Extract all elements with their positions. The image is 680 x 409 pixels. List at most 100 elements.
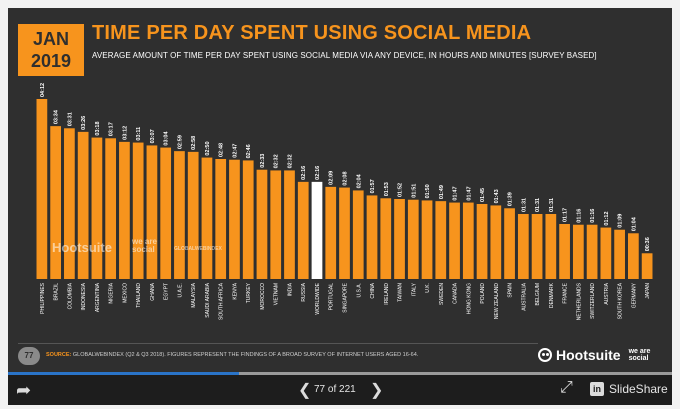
category-label: SPAIN [508, 283, 514, 298]
category-label: ITALY [411, 282, 417, 296]
value-label: 02:58 [191, 136, 197, 150]
category-label: BRAZIL [54, 283, 60, 301]
bar-indonesia [77, 131, 89, 279]
prev-icon[interactable]: ❮ [298, 382, 312, 399]
bar-south-korea [614, 229, 625, 279]
category-label: U.A.E. [177, 283, 183, 297]
bar-u-k- [421, 200, 433, 279]
value-label: 02:16 [301, 166, 307, 180]
bar-brazil [50, 126, 61, 279]
bar-u-a-e- [174, 151, 185, 279]
value-label: 01:16 [576, 209, 582, 223]
bar-colombia [64, 128, 75, 279]
category-label: TURKEY [246, 282, 252, 303]
bar-saudi-arabia [201, 157, 213, 279]
category-label: INDONESIA [81, 282, 87, 310]
value-label: 01:12 [604, 211, 610, 225]
category-label: SINGAPORE [343, 282, 349, 312]
value-label: 02:32 [274, 154, 280, 168]
category-label: SWEDEN [439, 283, 445, 305]
slide-subtitle: AVERAGE AMOUNT OF TIME PER DAY SPENT USI… [92, 51, 597, 60]
value-label: 01:50 [425, 184, 431, 198]
category-label: CANADA [453, 282, 459, 304]
bar-china [366, 195, 378, 279]
category-label: U.K. [425, 283, 431, 293]
category-label: GHANA [150, 282, 156, 300]
category-label: POLAND [480, 283, 486, 304]
category-label: ARGENTINA [95, 282, 101, 312]
category-label: AUSTRIA [604, 282, 610, 304]
category-label: BELGIUM [535, 283, 541, 306]
brand-logos: Hootsuite we are social [538, 342, 659, 368]
category-label: SOUTH AFRICA [219, 282, 225, 320]
linkedin-icon: in [590, 382, 604, 396]
bar-italy [407, 199, 419, 279]
category-label: U.S.A. [356, 283, 362, 297]
value-label: 03:31 [67, 112, 73, 126]
category-label: RUSSIA [301, 282, 307, 301]
bar-singapore [339, 187, 350, 279]
brand-hootsuite: Hootsuite [556, 347, 621, 363]
progress-fill [8, 372, 240, 375]
value-label: 02:59 [177, 135, 183, 149]
page-counter: 77 of 221 [314, 384, 356, 395]
category-label: PORTUGAL [329, 283, 335, 311]
category-labels-group: PHILIPPINES BRAZIL COLOMBIA INDONESIA ARGENT… [40, 282, 651, 320]
watermark-gwi: GLOBALWEBINDEX [174, 246, 222, 252]
bar-u-s-a- [352, 190, 364, 279]
value-label: 02:46 [246, 144, 252, 158]
bar-taiwan [394, 199, 405, 279]
category-label: JAPAN [645, 283, 651, 299]
value-labels-group: 04:12 03:34 03:31 03:26 03:18 03:17 03:12 03:11… [40, 83, 651, 251]
value-label: 01:31 [549, 198, 555, 212]
value-label: 01:16 [590, 209, 596, 223]
value-label: 01:09 [618, 214, 624, 228]
source-note: SOURCE: GLOBALWEBINDEX (Q2 & Q3 2018). F… [46, 352, 418, 358]
value-label: 03:18 [95, 121, 101, 135]
bar-canada [449, 202, 460, 279]
bar-france [559, 224, 570, 279]
watermark-wearesocial: we are social [132, 237, 157, 254]
value-label: 02:16 [315, 166, 321, 180]
brand-wearesocial: we are social [628, 348, 651, 362]
value-label: 02:33 [260, 154, 266, 168]
value-label: 01:39 [508, 192, 514, 206]
slide-title: TIME PER DAY SPENT USING SOCIAL MEDIA [92, 22, 532, 44]
progress-bar[interactable] [8, 372, 672, 375]
bar-denmark [545, 214, 557, 279]
share-icon[interactable]: ➦ [16, 380, 32, 400]
slideshare-brand: SlideShare [609, 382, 668, 396]
value-label: 02:09 [329, 171, 335, 185]
slide: JAN 2019 TIME PER DAY SPENT USING SOCIAL… [8, 8, 672, 372]
value-label: 03:12 [122, 126, 128, 140]
bar-worldwide [311, 181, 323, 279]
category-label: KENYA [232, 282, 238, 299]
next-icon[interactable]: ❯ [370, 382, 384, 399]
fullscreen-icon[interactable]: ⤢ [560, 379, 573, 396]
value-label: 02:47 [232, 144, 238, 158]
value-label: 02:48 [219, 143, 225, 157]
category-label: TAIWAN [398, 283, 404, 302]
value-label: 03:07 [150, 129, 156, 143]
bar-spain [504, 208, 515, 279]
value-label: 03:17 [109, 122, 115, 136]
bar-mexico [119, 141, 130, 279]
slide-page-number: 77 [18, 347, 40, 365]
value-label: 01:52 [398, 183, 404, 197]
value-label: 01:31 [521, 198, 527, 212]
bar-nigeria [105, 138, 117, 279]
bar-kenya [229, 159, 240, 279]
bar-ghana [146, 145, 158, 279]
slideshare-logo[interactable]: in SlideShare [590, 382, 668, 396]
bar-sweden [435, 201, 447, 279]
category-label: FRANCE [563, 282, 569, 303]
value-label: 02:08 [343, 171, 349, 185]
value-label: 01:57 [370, 179, 376, 193]
value-label: 01:31 [535, 198, 541, 212]
category-label: WORLDWIDE [315, 282, 321, 314]
bar-japan [641, 253, 653, 279]
footer-divider [18, 343, 538, 344]
value-label: 03:34 [54, 109, 60, 124]
watermark-hootsuite: Hootsuite [52, 240, 112, 255]
category-label: SWITZERLAND [590, 283, 596, 319]
